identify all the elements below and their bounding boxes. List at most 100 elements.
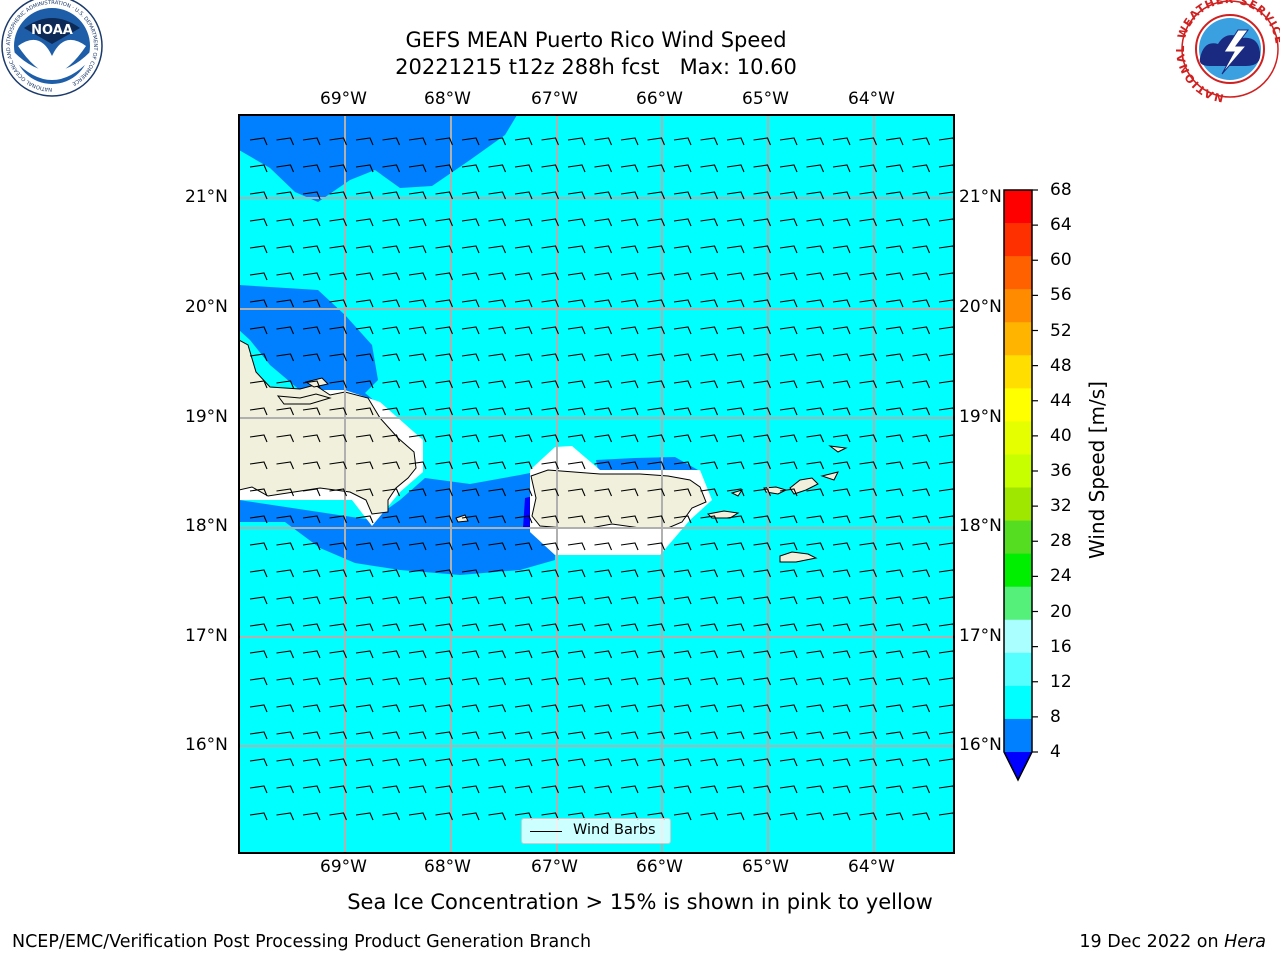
wind-barb xyxy=(753,326,772,335)
wind-barb xyxy=(276,542,295,551)
wind-barb xyxy=(514,677,533,686)
wind-barb xyxy=(806,272,825,281)
wind-barb xyxy=(912,137,931,146)
wind-barb xyxy=(647,353,666,362)
wind-barb xyxy=(382,515,401,524)
wind-barb xyxy=(620,542,639,551)
wind-barb xyxy=(832,785,851,794)
wind-barb xyxy=(806,569,825,578)
wind-barb xyxy=(594,650,613,659)
wind-barb xyxy=(382,623,401,632)
wind-barb xyxy=(382,569,401,578)
wind-barb xyxy=(779,677,798,686)
wind-barb xyxy=(779,650,798,659)
wind-barb xyxy=(700,812,719,821)
wind-barb xyxy=(647,218,666,227)
wind-barb xyxy=(673,191,692,200)
wind-barb xyxy=(249,380,268,389)
lat-label-right-16n: 16°N xyxy=(959,735,1002,755)
wind-barb xyxy=(700,461,719,470)
wind-barb xyxy=(806,407,825,416)
wind-barb xyxy=(541,272,560,281)
wind-barb xyxy=(700,758,719,767)
colorbar-label: Wind Speed [m/s] xyxy=(1085,381,1109,559)
wind-barb xyxy=(302,299,321,308)
wind-barb xyxy=(382,191,401,200)
wind-barb xyxy=(832,677,851,686)
wind-barb xyxy=(885,488,904,497)
wind-barb xyxy=(620,515,639,524)
wind-barb xyxy=(700,596,719,605)
wind-barb xyxy=(700,542,719,551)
wind-barb xyxy=(461,164,480,173)
wind-barb xyxy=(912,461,931,470)
wind-barb xyxy=(779,407,798,416)
wind-barb xyxy=(541,515,560,524)
wind-barb xyxy=(859,218,878,227)
wind-barb xyxy=(594,434,613,443)
wind-barb xyxy=(806,785,825,794)
wind-barb xyxy=(700,191,719,200)
land-hispaniola xyxy=(239,339,417,515)
wind-barb xyxy=(541,380,560,389)
wind-barb xyxy=(488,245,507,254)
colorbar-tick-label: 48 xyxy=(1050,355,1072,376)
wind-barb xyxy=(488,677,507,686)
wind-barb xyxy=(435,326,454,335)
noaa-logo-text: NOAA xyxy=(31,23,73,38)
wind-barb xyxy=(435,677,454,686)
wind-barb xyxy=(514,812,533,821)
wind-barb xyxy=(779,380,798,389)
land-virgin-islands-north xyxy=(763,445,848,495)
wind-barb xyxy=(806,434,825,443)
wind-barb xyxy=(461,515,480,524)
wind-barb xyxy=(514,488,533,497)
wind-barb xyxy=(461,218,480,227)
colorbar-frame xyxy=(1003,189,1033,782)
wind-barb xyxy=(514,137,533,146)
wind-barb xyxy=(461,245,480,254)
wind-barb xyxy=(461,407,480,416)
wind-barb xyxy=(329,407,348,416)
wind-barb xyxy=(912,164,931,173)
wind-barb xyxy=(302,137,321,146)
wind-barb xyxy=(461,191,480,200)
wind-barb xyxy=(673,542,692,551)
wind-barb xyxy=(408,245,427,254)
land-mona xyxy=(455,514,469,523)
wind-barb xyxy=(276,353,295,362)
wind-barb xyxy=(673,623,692,632)
wind-barb xyxy=(435,515,454,524)
wind-barb xyxy=(488,164,507,173)
wind-barb xyxy=(912,812,931,821)
wind-barb xyxy=(620,758,639,767)
wind-barb xyxy=(514,272,533,281)
wind-barb xyxy=(355,488,374,497)
wind-barb xyxy=(541,218,560,227)
wind-barb xyxy=(541,299,560,308)
wind-barb xyxy=(355,353,374,362)
wind-barb xyxy=(435,164,454,173)
wind-barb xyxy=(912,380,931,389)
colorbar-tick-label: 68 xyxy=(1050,180,1072,200)
wind-barb xyxy=(700,380,719,389)
wind-barb xyxy=(859,164,878,173)
wind-barb xyxy=(620,299,639,308)
wind-barb xyxy=(753,245,772,254)
wind-barb xyxy=(647,623,666,632)
wind-barb xyxy=(912,218,931,227)
wind-barb xyxy=(753,164,772,173)
wind-barb xyxy=(832,434,851,443)
wind-barb xyxy=(276,812,295,821)
wind-barb xyxy=(726,272,745,281)
wind-barb xyxy=(753,596,772,605)
wind-barb xyxy=(461,272,480,281)
gridlines xyxy=(239,115,954,853)
wind-barb xyxy=(806,137,825,146)
lon-label-top-65w: 65°W xyxy=(742,89,789,109)
wind-barb xyxy=(912,488,931,497)
sea-ice-note: Sea Ice Concentration > 15% is shown in … xyxy=(347,890,933,914)
colorbar-tick-label: 4 xyxy=(1050,742,1061,762)
wind-barb xyxy=(329,326,348,335)
wind-barb xyxy=(355,164,374,173)
